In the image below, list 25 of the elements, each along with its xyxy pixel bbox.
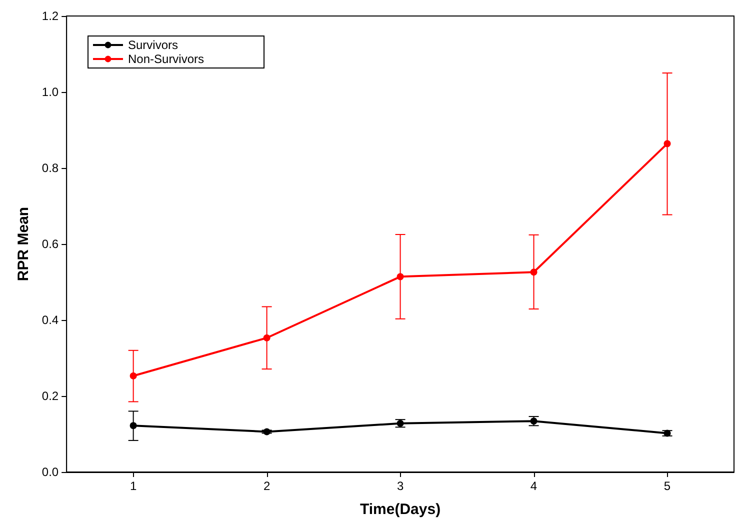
point [530,268,538,276]
y-tick-label: 0.4 [42,313,59,327]
point [263,428,270,436]
y-tick-label: 0.0 [42,465,59,479]
legend-label: Non-Survivors [128,52,204,66]
point [664,430,671,437]
point [664,140,671,148]
x-tick-label: 2 [263,479,270,493]
x-tick-label: 1 [130,479,137,493]
point [396,420,404,427]
x-tick-label: 4 [530,479,538,493]
point [263,334,270,342]
point [130,422,137,430]
y-tick-label: 0.2 [42,389,59,403]
y-tick-label: 1.0 [42,85,59,99]
point [130,372,137,380]
y-tick-label: 1.2 [42,9,59,23]
x-tick-label: 3 [396,479,404,493]
point [396,273,404,280]
x-tick-label: 5 [664,479,671,493]
y-axis-title: RPR Mean [15,206,32,282]
x-axis-title: Time(Days) [360,501,441,518]
y-tick-label: 0.6 [42,237,59,251]
legend-label: Survivors [128,38,178,52]
y-tick-label: 0.8 [42,161,59,175]
